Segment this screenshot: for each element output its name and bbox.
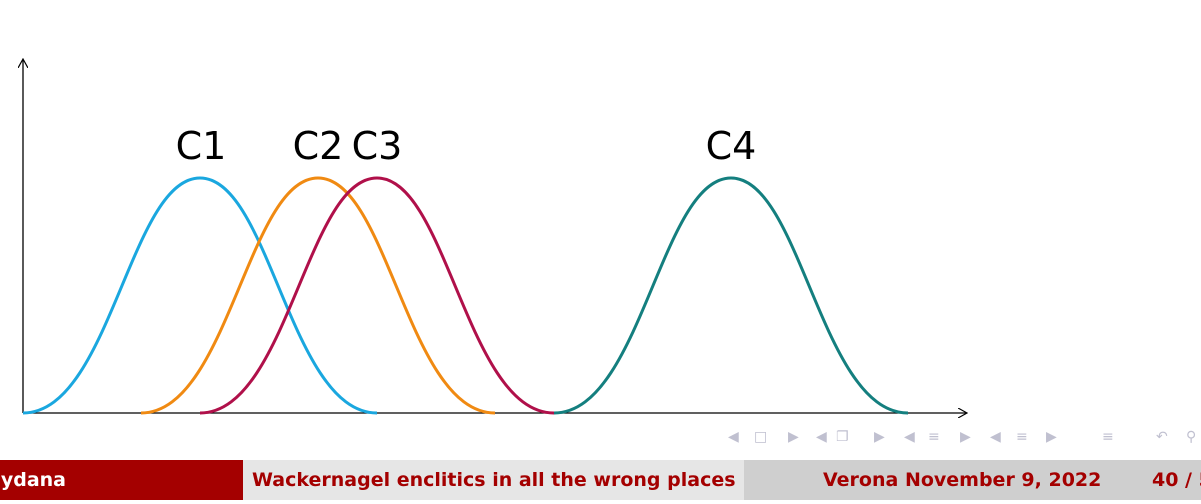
footer-title-box: Wackernagel enclitics in all the wrong p… <box>243 460 744 500</box>
footer-page-number: 40 / 5 <box>1152 469 1201 491</box>
curve-c2 <box>140 176 496 415</box>
curve-label-c2: C2 <box>293 124 344 168</box>
footer: ydana Wackernagel enclitics in all the w… <box>0 460 1201 500</box>
align-icon[interactable]: ≡ <box>1102 429 1114 445</box>
frame-icon[interactable]: □ <box>754 429 768 445</box>
footer-date-box: Verona November 9, 2022 40 / 5 <box>744 460 1201 500</box>
footer-author: ydana <box>0 469 66 491</box>
next-section-icon[interactable]: ▶ <box>960 429 971 445</box>
next-subsection-icon[interactable]: ▶ <box>874 429 885 445</box>
footer-date: Verona November 9, 2022 <box>823 469 1102 491</box>
prev-item-icon[interactable]: ◀ <box>990 429 1001 445</box>
footer-title: Wackernagel enclitics in all the wrong p… <box>252 469 736 491</box>
next-frame-icon[interactable]: ▶ <box>788 429 799 445</box>
item-icon[interactable]: ≡ <box>1016 429 1028 445</box>
undo-icon[interactable]: ↶ <box>1156 429 1168 445</box>
curve-label-c4: C4 <box>706 124 757 168</box>
navigation-bar: ◀ □ ▶ ◀ ❐ ▶ ◀ ≡ ▶ ◀ ≡ ▶ ≡ ↶ ⚲ <box>726 424 1201 450</box>
footer-author-box: ydana <box>0 460 243 500</box>
subsection-icon[interactable]: ❐ <box>836 429 849 445</box>
prev-frame-icon[interactable]: ◀ <box>728 429 739 445</box>
prev-section-icon[interactable]: ◀ <box>904 429 915 445</box>
next-item-icon[interactable]: ▶ <box>1046 429 1057 445</box>
curve-c1 <box>22 176 378 415</box>
curve-label-c1: C1 <box>176 124 227 168</box>
section-icon[interactable]: ≡ <box>928 429 940 445</box>
curve-c4 <box>553 176 909 415</box>
search-icon[interactable]: ⚲ <box>1186 429 1197 445</box>
curve-label-c3: C3 <box>352 124 403 168</box>
prev-subsection-icon[interactable]: ◀ <box>816 429 827 445</box>
curve-c3 <box>199 176 555 415</box>
